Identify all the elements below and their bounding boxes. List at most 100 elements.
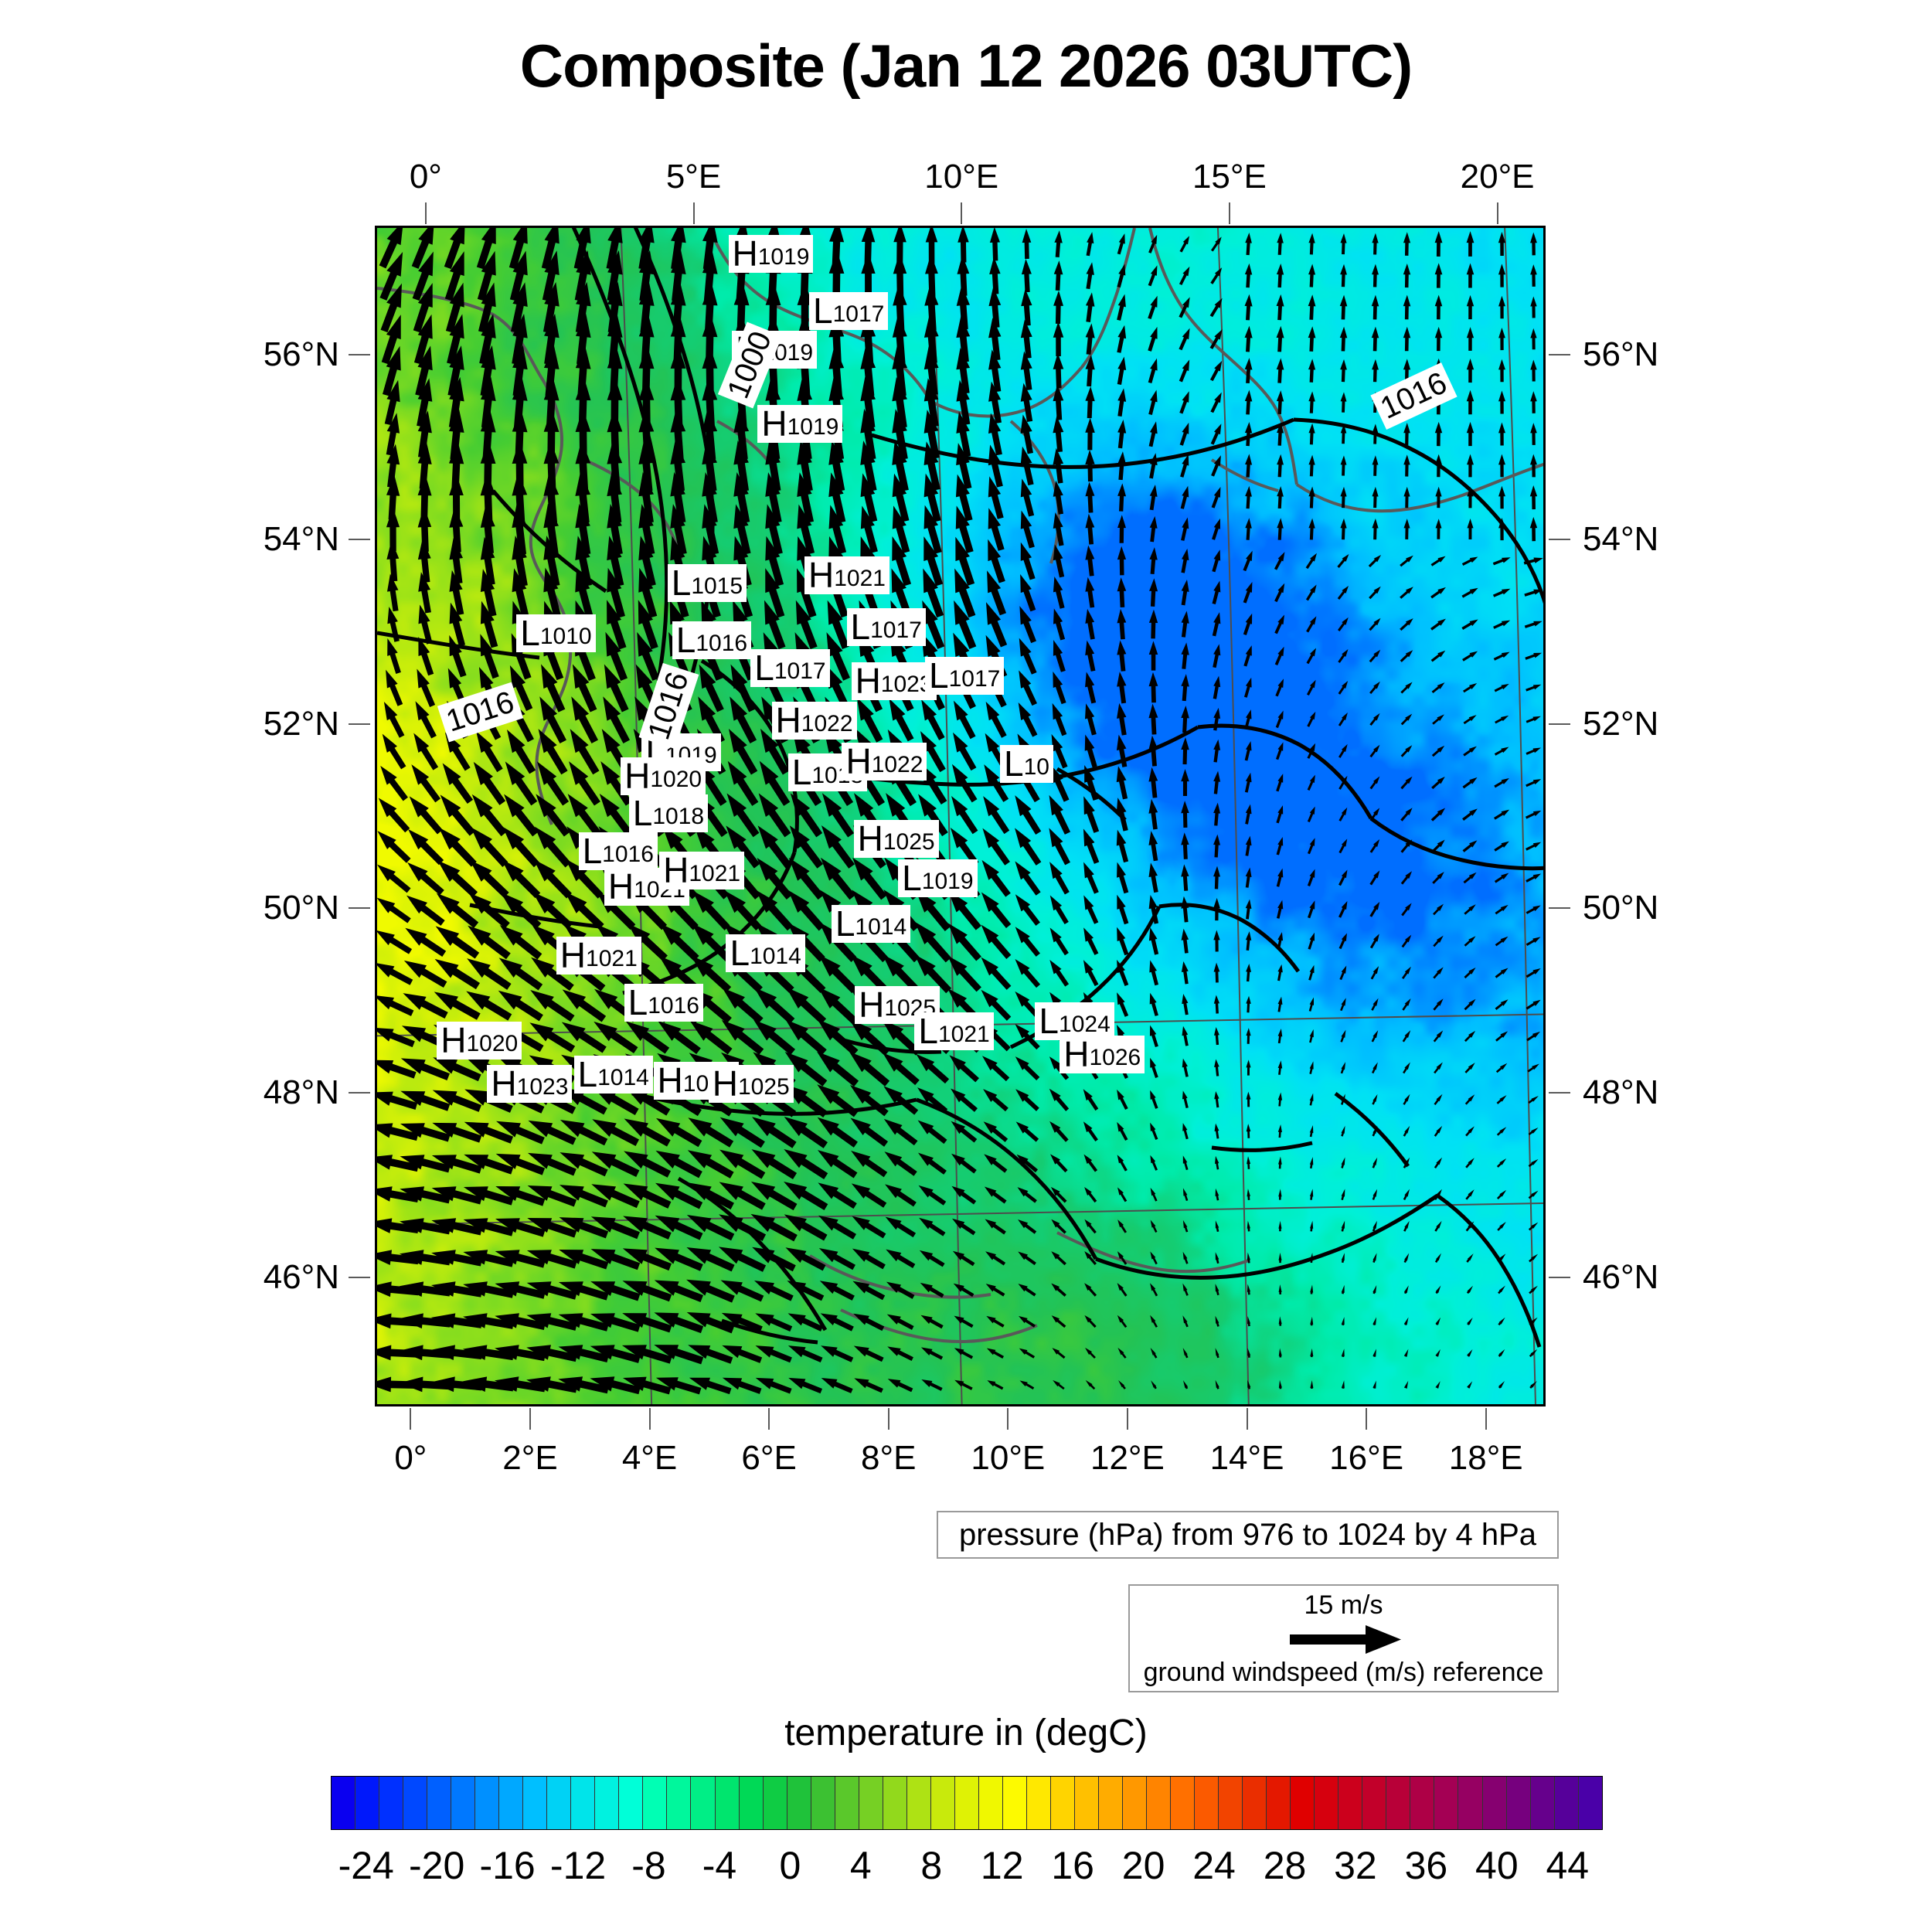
wind-arrow bbox=[728, 728, 758, 775]
wind-arrow bbox=[816, 1051, 859, 1087]
wind-arrow bbox=[399, 1376, 451, 1393]
pressure-marker-high-3[interactable]: H1019 bbox=[757, 405, 843, 444]
wind-arrow bbox=[956, 411, 971, 457]
wind-arrow bbox=[512, 503, 528, 555]
wind-arrow bbox=[1492, 588, 1511, 597]
pressure-marker-low-17[interactable]: L1018 bbox=[628, 794, 709, 833]
wind-arrow bbox=[1085, 292, 1095, 323]
pressure-legend-box: pressure (hPa) from 976 to 1024 by 4 hPa bbox=[937, 1511, 1559, 1559]
pressure-marker-high-26[interactable]: H1021 bbox=[556, 936, 641, 975]
wind-arrow bbox=[447, 314, 464, 365]
wind-arrow bbox=[860, 505, 878, 553]
wind-arrow bbox=[1524, 621, 1543, 628]
wind-arrow bbox=[1276, 868, 1284, 887]
wind-arrow bbox=[850, 1117, 889, 1147]
pressure-marker-high-31[interactable]: H1020 bbox=[437, 1021, 522, 1060]
wind-arrow bbox=[1308, 264, 1316, 287]
wind-arrow bbox=[1403, 519, 1410, 539]
pressure-marker-low-18[interactable]: L10 bbox=[999, 745, 1053, 784]
wind-arrow bbox=[473, 761, 506, 805]
pressure-marker-low-4[interactable]: L1015 bbox=[667, 564, 747, 603]
wind-arrow bbox=[1276, 390, 1284, 415]
wind-arrow bbox=[951, 1153, 977, 1174]
pressure-marker-low-1[interactable]: L1017 bbox=[809, 291, 889, 330]
wind-arrow bbox=[1310, 1316, 1314, 1326]
wind-arrow bbox=[1338, 743, 1348, 758]
wind-arrow bbox=[658, 1020, 701, 1055]
pressure-marker-high-34[interactable]: H1023 bbox=[487, 1065, 573, 1104]
pressure-marker-low-29[interactable]: L1021 bbox=[914, 1012, 994, 1050]
wind-arrow bbox=[1277, 422, 1284, 446]
pressure-marker-high-5[interactable]: H1021 bbox=[804, 556, 889, 594]
wind-arrow bbox=[670, 281, 686, 333]
pressure-marker-low-9[interactable]: L1017 bbox=[750, 649, 830, 688]
wind-arrow bbox=[1340, 264, 1347, 287]
colorbar-tick-11: 20 bbox=[1121, 1844, 1165, 1887]
wind-arrow bbox=[1341, 1349, 1345, 1357]
pressure-marker-low-11[interactable]: L1017 bbox=[925, 656, 1005, 695]
wind-arrow bbox=[1213, 897, 1220, 921]
wind-arrow bbox=[886, 1314, 914, 1330]
wind-arrow bbox=[512, 408, 528, 460]
wind-arrow bbox=[594, 1021, 638, 1054]
map-plot-area[interactable]: H1019L1017H1019H1019L1015H1021L1010L1016… bbox=[375, 226, 1546, 1406]
pressure-marker-high-20[interactable]: H1025 bbox=[853, 819, 939, 858]
wind-arrow bbox=[1341, 1253, 1345, 1264]
wind-arrow bbox=[447, 345, 464, 396]
pressure-marker-high-22[interactable]: H1021 bbox=[659, 851, 745, 889]
wind-arrow bbox=[1209, 298, 1223, 318]
wind-arrow bbox=[1466, 358, 1475, 383]
pressure-marker-low-23[interactable]: L1019 bbox=[898, 859, 978, 898]
wind-arrow bbox=[787, 922, 825, 962]
wind-arrow bbox=[418, 636, 434, 676]
pressure-marker-high-0[interactable]: H1019 bbox=[728, 235, 814, 274]
wind-arrow bbox=[1181, 642, 1189, 669]
pressure-marker-low-7[interactable]: L1016 bbox=[672, 621, 752, 659]
wind-arrow bbox=[1021, 258, 1032, 293]
pressure-marker-low-19[interactable]: L1016 bbox=[578, 832, 658, 871]
pressure-marker-high-36[interactable]: H1025 bbox=[708, 1065, 794, 1104]
wind-arrow bbox=[1529, 485, 1538, 510]
wind-arrow bbox=[689, 1020, 733, 1055]
pressure-marker-low-6[interactable]: L1010 bbox=[516, 614, 596, 652]
wind-arrow bbox=[1117, 546, 1127, 576]
pressure-marker-high-12[interactable]: H1022 bbox=[771, 701, 857, 740]
temperature-colorbar[interactable] bbox=[331, 1776, 1603, 1830]
wind-arrow bbox=[1338, 807, 1348, 821]
wind-arrow bbox=[1053, 608, 1066, 641]
wind-arrow bbox=[719, 1149, 766, 1179]
wind-arrow bbox=[1526, 968, 1541, 978]
pressure-marker-high-14[interactable]: H1020 bbox=[621, 757, 706, 795]
pressure-marker-high-10[interactable]: H1023 bbox=[851, 662, 937, 701]
pressure-marker-low-8[interactable]: L1017 bbox=[846, 608, 926, 647]
wind-arrow bbox=[856, 697, 883, 743]
wind-arrow bbox=[1400, 587, 1413, 599]
wind-arrow bbox=[1053, 384, 1064, 420]
wind-arrow bbox=[525, 1404, 577, 1406]
wind-arrow bbox=[702, 440, 717, 492]
wind-arrow bbox=[1434, 1125, 1443, 1137]
wind-arrow bbox=[403, 993, 448, 1019]
wind-arrow bbox=[1246, 1091, 1251, 1107]
wind-arrow bbox=[592, 1087, 639, 1116]
pressure-marker-low-30[interactable]: L1024 bbox=[1035, 1002, 1114, 1041]
pressure-marker-high-32[interactable]: H1026 bbox=[1060, 1036, 1145, 1074]
wind-arrow bbox=[480, 376, 496, 428]
wind-arrow bbox=[784, 1214, 828, 1241]
pressure-marker-high-28[interactable]: H1025 bbox=[855, 985, 940, 1024]
pressure-marker-low-33[interactable]: L1014 bbox=[573, 1056, 653, 1094]
wind-arrow bbox=[1148, 609, 1158, 639]
colorbar-title: temperature in (degC) bbox=[784, 1713, 1148, 1753]
wind-arrow bbox=[787, 1281, 825, 1301]
wind-arrow bbox=[607, 376, 623, 428]
wind-reference-legend-box: 15 m/s ground windspeed (m/s) reference bbox=[1128, 1584, 1559, 1692]
wind-arrow bbox=[462, 1376, 514, 1392]
pressure-marker-low-27[interactable]: L1016 bbox=[624, 983, 703, 1022]
wind-arrow bbox=[981, 989, 1012, 1021]
pressure-marker-low-24[interactable]: L1014 bbox=[831, 904, 911, 943]
wind-arrow bbox=[1433, 903, 1444, 916]
wind-arrow bbox=[377, 930, 413, 954]
pressure-marker-high-16[interactable]: H1022 bbox=[842, 743, 927, 781]
wind-arrow bbox=[1403, 454, 1410, 477]
pressure-marker-low-25[interactable]: L1014 bbox=[726, 934, 805, 972]
